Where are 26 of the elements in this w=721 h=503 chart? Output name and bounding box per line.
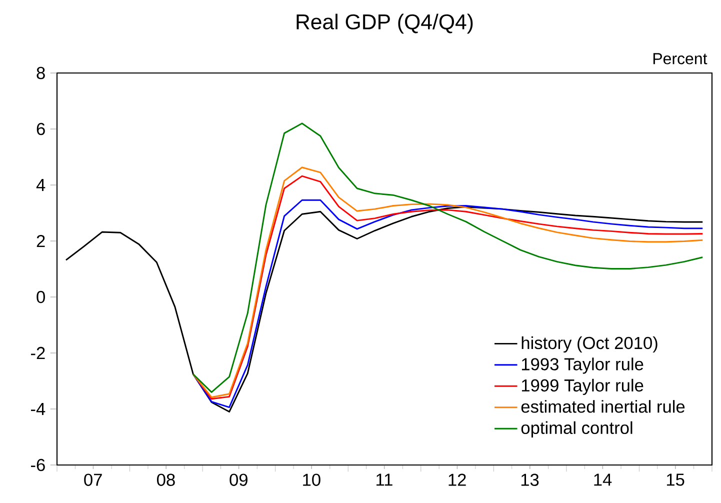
y-tick-label: 0: [36, 290, 45, 304]
x-tick-label: 14: [594, 474, 612, 486]
legend-label: 1993 Taylor rule: [522, 358, 644, 374]
y-tick-label: 6: [36, 122, 45, 136]
x-tick-label: 08: [157, 474, 175, 486]
y-tick-label: -2: [31, 346, 45, 360]
legend-label: estimated inertial rule: [521, 400, 685, 413]
line-series: [65, 206, 704, 413]
x-tick-label: 12: [448, 474, 466, 486]
x-tick-label: 13: [521, 474, 539, 486]
y-tick-label: 8: [36, 66, 45, 80]
legend-label: 1999 Taylor rule: [522, 378, 644, 396]
y-tick-label: 4: [36, 179, 46, 191]
legend-label: optimal control: [521, 421, 632, 438]
y-tick-label: -4: [31, 403, 46, 415]
x-tick-label: 07: [84, 474, 102, 486]
y-axis-title: Percent: [653, 53, 708, 64]
line-series: [192, 122, 704, 393]
legend-label: history (Oct 2010): [522, 336, 658, 353]
x-tick-label: 09: [230, 474, 248, 486]
chart-title: Real GDP (Q4/Q4): [296, 14, 473, 34]
x-tick-label: 11: [376, 474, 392, 486]
y-tick-label: 2: [36, 234, 45, 248]
y-tick-label: -6: [31, 458, 45, 472]
x-tick-label: 10: [303, 474, 320, 486]
x-tick-label: 15: [666, 474, 684, 486]
